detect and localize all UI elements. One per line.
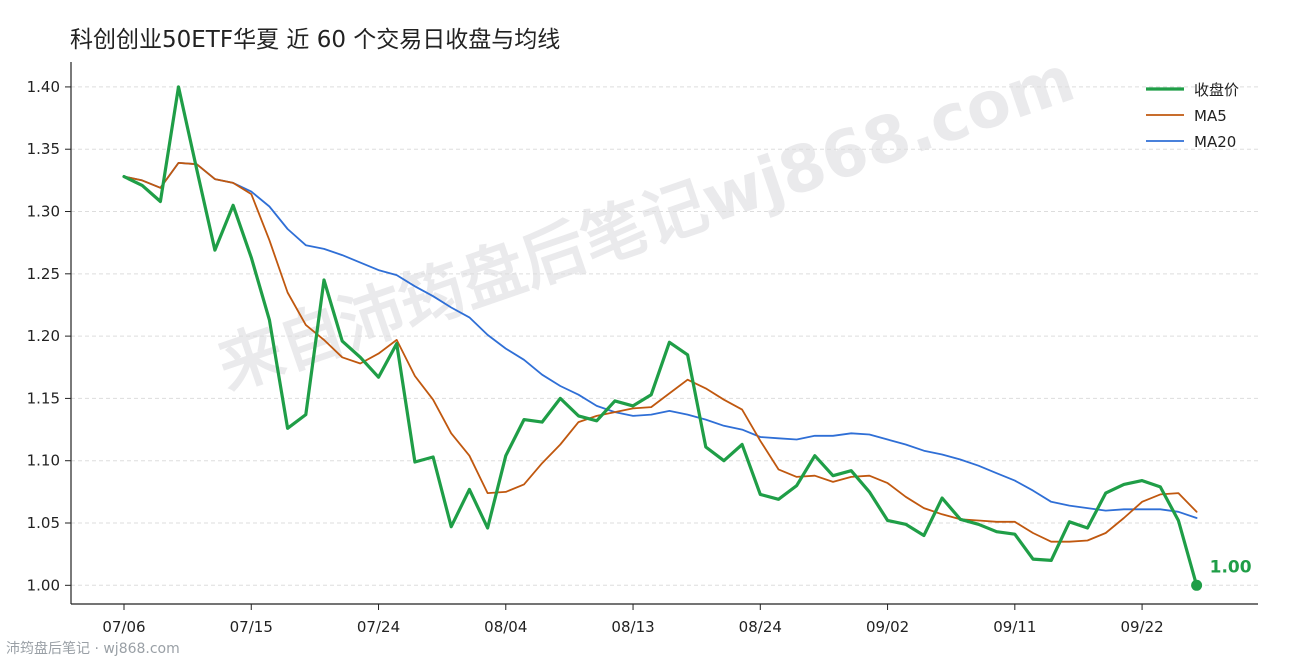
- series-line-close: [122, 85, 1199, 587]
- y-tick-label: 1.35: [27, 140, 60, 158]
- series-layer: 1.00: [122, 85, 1252, 591]
- y-tick-label: 1.00: [27, 576, 60, 594]
- y-tick-label: 1.30: [27, 203, 60, 221]
- last-value-label: 1.00: [1210, 557, 1252, 577]
- x-tick-label: 09/02: [866, 618, 909, 636]
- legend-label: MA5: [1194, 107, 1227, 125]
- footer-watermark: 沛筠盘后笔记 · wj868.com: [6, 641, 180, 657]
- y-tick-label: 1.15: [27, 389, 60, 407]
- series-line-ma20: [123, 161, 1198, 519]
- x-tick-label: 07/24: [357, 618, 400, 636]
- y-tick-label: 1.25: [27, 265, 60, 283]
- x-axis: 07/06 07/15 07/24 08/04 08/13 08/24 09/02 09/11…: [71, 603, 1258, 636]
- x-tick-label: 09/11: [993, 618, 1036, 636]
- grid-lines: [71, 86, 1258, 586]
- y-tick-label: 1.10: [27, 452, 60, 470]
- y-tick-label: 1.20: [27, 327, 60, 345]
- y-tick-label: 1.05: [27, 514, 60, 532]
- series-line-ma5: [123, 161, 1198, 543]
- last-point-marker: [1191, 579, 1203, 591]
- x-tick-label: 07/15: [230, 618, 273, 636]
- y-tick-label: 1.40: [27, 78, 60, 96]
- watermark-text: 来自沛筠盘后笔记wj868.com: [209, 42, 1084, 405]
- legend: 收盘价 MA5 MA20: [1146, 81, 1239, 151]
- x-tick-label: 07/06: [102, 618, 145, 636]
- legend-label: MA20: [1194, 133, 1236, 151]
- x-tick-label: 08/13: [611, 618, 654, 636]
- x-tick-label: 09/22: [1120, 618, 1163, 636]
- watermark: 来自沛筠盘后笔记wj868.com: [209, 42, 1084, 405]
- x-tick-label: 08/04: [484, 618, 527, 636]
- x-tick-label: 08/24: [739, 618, 782, 636]
- chart-title: 科创创业50ETF华夏 近 60 个交易日收盘与均线: [70, 27, 561, 53]
- legend-label: 收盘价: [1194, 81, 1239, 99]
- y-axis: 1.00 1.05 1.10 1.15 1.20 1.25 1.30 1.35 1.40: [27, 62, 72, 604]
